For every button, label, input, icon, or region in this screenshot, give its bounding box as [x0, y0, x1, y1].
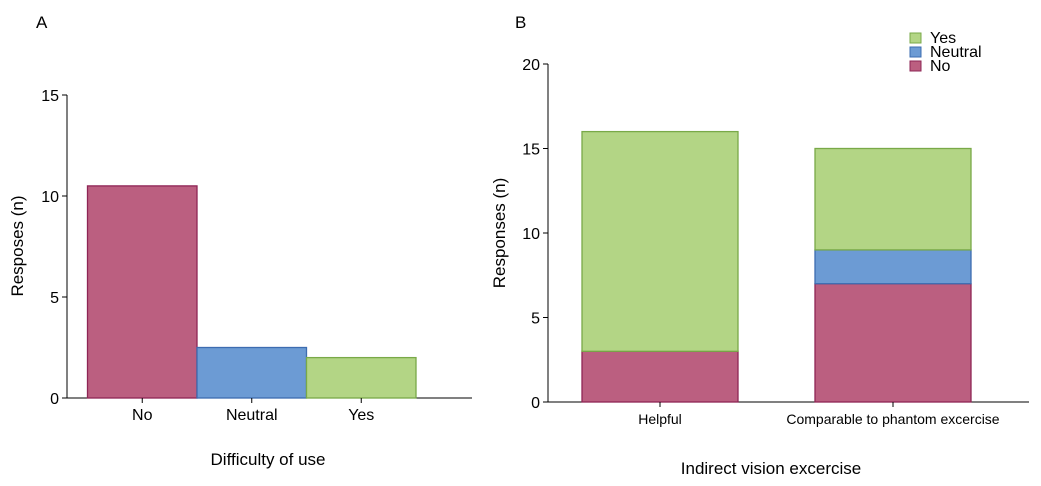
panel-a-y-ticks: 0 5 10 15 — [41, 88, 67, 408]
panel-b-y-tick-label: 15 — [522, 142, 540, 159]
panel-b-y-tick-label: 10 — [522, 226, 540, 243]
panel-a-bars — [86, 185, 417, 399]
legend-swatch-neutral — [909, 46, 922, 58]
panel-a-x-tick-label-yes: Yes — [348, 407, 374, 424]
legend-label-no: No — [930, 58, 951, 75]
panel-a-x-ticks: No Neutral Yes — [132, 398, 374, 424]
bar-segment-neutral-comparable-to-phantom-excercise — [814, 249, 972, 285]
panel-b-y-tick-label: 20 — [522, 57, 540, 74]
bar-segment-yes-comparable-to-phantom-excercise — [814, 147, 972, 251]
bar-segment-no-comparable-to-phantom-excercise — [814, 283, 972, 403]
panel-b-y-tick-label: 0 — [531, 395, 540, 412]
legend-swatch-no — [909, 60, 922, 72]
panel-b-bars — [581, 130, 972, 403]
panel-a: A 0 5 10 15 No Neutral Yes Resposes (n) Diffi… — [8, 13, 472, 469]
panel-b-x-ticks: Helpful Comparable to phantom excercise — [638, 402, 1000, 427]
panel-b-y-axis-label: Responses (n) — [490, 178, 509, 289]
panel-b-label: B — [515, 13, 526, 32]
panel-b-y-ticks: 0 5 10 15 20 — [522, 57, 548, 412]
legend-label-yes: Yes — [930, 30, 956, 47]
panel-b-x-tick-label-helpful: Helpful — [638, 411, 682, 427]
legend-label-neutral: Neutral — [930, 44, 982, 61]
bar-segment-yes-helpful — [581, 130, 739, 352]
bar-yes — [305, 356, 417, 399]
panel-a-y-tick-label: 15 — [41, 88, 59, 105]
legend-swatch-yes — [909, 32, 922, 44]
panel-a-x-axis-label: Difficulty of use — [211, 450, 326, 469]
panel-a-y-tick-label: 10 — [41, 189, 59, 206]
bar-segment-no-helpful — [581, 350, 739, 403]
panel-a-x-tick-label-neutral: Neutral — [226, 407, 278, 424]
panel-b-x-tick-label-comparable-to-phantom-excercise: Comparable to phantom excercise — [786, 411, 999, 427]
panel-a-y-axis-label: Resposes (n) — [8, 195, 27, 296]
panel-b-x-axis-label: Indirect vision excercise — [681, 459, 861, 478]
panel-a-label: A — [36, 13, 48, 32]
panel-a-x-tick-label-no: No — [132, 407, 153, 424]
bar-neutral — [196, 346, 308, 399]
panel-a-y-tick-label: 5 — [50, 290, 59, 307]
panel-a-y-tick-label: 0 — [50, 391, 59, 408]
panel-b: B 0 5 10 15 20 Helpful Comparable to phantom … — [490, 13, 1029, 478]
bar-no — [86, 185, 198, 399]
panel-b-y-tick-label: 5 — [531, 311, 540, 328]
